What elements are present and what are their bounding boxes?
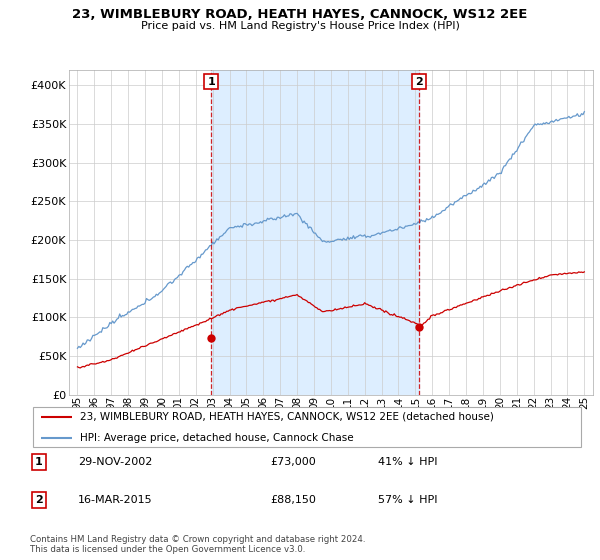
- Text: Contains HM Land Registry data © Crown copyright and database right 2024.
This d: Contains HM Land Registry data © Crown c…: [30, 535, 365, 554]
- Text: 29-NOV-2002: 29-NOV-2002: [78, 457, 152, 467]
- Text: Price paid vs. HM Land Registry's House Price Index (HPI): Price paid vs. HM Land Registry's House …: [140, 21, 460, 31]
- Text: £88,150: £88,150: [270, 495, 316, 505]
- Text: 41% ↓ HPI: 41% ↓ HPI: [378, 457, 437, 467]
- Text: 2: 2: [35, 495, 43, 505]
- Text: 2: 2: [415, 77, 423, 87]
- Bar: [211, 70, 419, 395]
- Text: 57% ↓ HPI: 57% ↓ HPI: [378, 495, 437, 505]
- Text: HPI: Average price, detached house, Cannock Chase: HPI: Average price, detached house, Cann…: [80, 433, 353, 443]
- Text: 23, WIMBLEBURY ROAD, HEATH HAYES, CANNOCK, WS12 2EE: 23, WIMBLEBURY ROAD, HEATH HAYES, CANNOC…: [73, 8, 527, 21]
- Text: 23, WIMBLEBURY ROAD, HEATH HAYES, CANNOCK, WS12 2EE (detached house): 23, WIMBLEBURY ROAD, HEATH HAYES, CANNOC…: [80, 412, 494, 422]
- FancyBboxPatch shape: [33, 407, 581, 447]
- Text: £73,000: £73,000: [270, 457, 316, 467]
- Text: 16-MAR-2015: 16-MAR-2015: [78, 495, 152, 505]
- Text: 1: 1: [35, 457, 43, 467]
- Text: 1: 1: [207, 77, 215, 87]
